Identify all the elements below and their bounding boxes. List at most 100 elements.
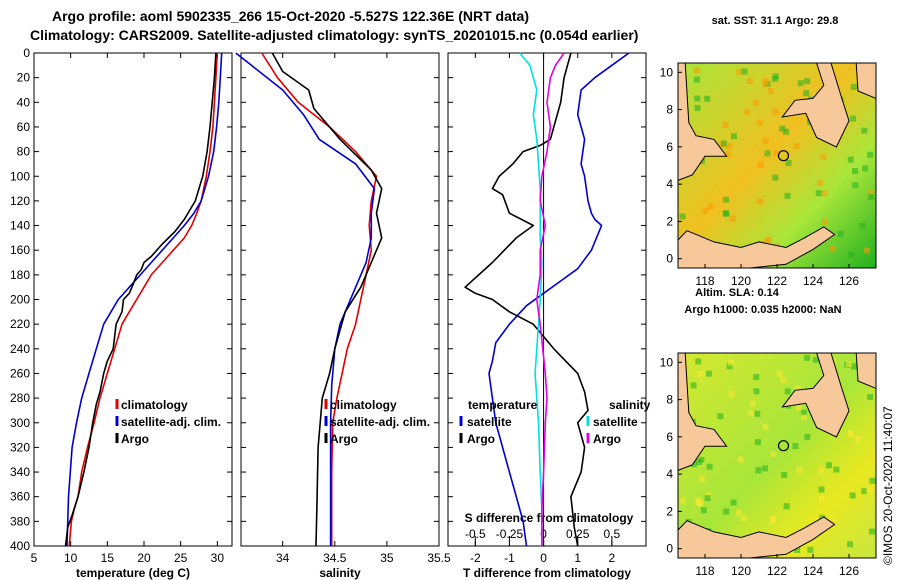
sst-data-cell	[837, 230, 844, 237]
sla-data-cell	[792, 443, 799, 450]
sla-land	[677, 516, 836, 559]
sla-data-cell	[753, 374, 760, 381]
sla-data-cell	[784, 388, 791, 395]
sst-land	[677, 62, 728, 182]
sla-data-cell	[794, 547, 801, 553]
sst-data-cell	[867, 151, 874, 158]
sla-data-cell	[770, 517, 777, 524]
depth-tick-label: 140	[10, 219, 30, 233]
sla-land	[781, 352, 850, 438]
sla-data-cell	[728, 359, 734, 366]
temperature-legend-label: satellite-adj. clim.	[121, 415, 221, 429]
sst-argo-location-marker	[777, 150, 790, 162]
sst-data-cell	[773, 150, 780, 157]
sla-data-cell	[847, 541, 853, 548]
sla-argo-location-marker	[777, 440, 790, 452]
sla-data-cell	[812, 356, 819, 363]
sst-data-cell	[817, 180, 823, 187]
salinity-xtick-label: 34.5	[323, 551, 347, 565]
legend-salinity-label: satellite	[593, 415, 638, 429]
sst-data-cell	[702, 208, 709, 214]
sla-data-cell	[833, 466, 840, 473]
depth-tick-label: 160	[10, 243, 30, 257]
sla-data-cell	[845, 361, 852, 367]
sla-data-cell	[706, 370, 712, 377]
sst-data-cell	[868, 194, 875, 201]
sla-data-cell	[695, 497, 702, 504]
sst-lon-tick-label: 120	[731, 274, 751, 288]
sla-data-cell	[776, 371, 783, 378]
sst-lat-tick-label: 4	[666, 177, 673, 191]
depth-tick-label: 320	[10, 440, 30, 454]
sst-data-cell	[757, 198, 764, 205]
sst-data-cell	[726, 143, 733, 149]
depth-tick-label: 300	[10, 416, 30, 430]
depth-tick-label: 280	[10, 391, 30, 405]
sst-data-cell	[752, 99, 759, 106]
sla-lon-tick-label: 124	[803, 564, 823, 578]
sla-data-cell	[723, 508, 730, 515]
sst-data-cell	[772, 108, 779, 115]
sla-data-cell	[730, 499, 737, 506]
depth-tick-label: 220	[10, 317, 30, 331]
salinity-diff-tick-label: -0.5	[465, 527, 486, 541]
sst-map-panel: 118 120 122 124 126 0 2 4 6 8 10 sat. SST: 31.1 Arg…	[660, 15, 877, 288]
sla-data-cell	[679, 497, 686, 504]
legend-salinity-heading: salinity	[609, 398, 651, 412]
depth-tick-label: 240	[10, 342, 30, 356]
sla-data-cell	[818, 486, 825, 493]
sst-map-title: sat. SST: 31.1 Argo: 29.8	[712, 15, 839, 27]
sla-data-cell	[736, 509, 743, 516]
sla-lat-tick-label: 4	[666, 467, 673, 481]
sla-water-field	[678, 353, 876, 558]
sst-data-cell	[772, 174, 779, 181]
salinity-diff-tick-label: 0	[540, 527, 547, 541]
depth-tick-label: 200	[10, 293, 30, 307]
difference-xlabel: T difference from climatology	[463, 566, 631, 580]
sla-data-cell	[704, 495, 711, 502]
sla-lon-tick-label: 120	[731, 564, 751, 578]
salinity-legend-label: satellite-adj. clim.	[330, 415, 430, 429]
sst-data-cell	[815, 190, 822, 197]
depth-tick-label: 0	[23, 46, 30, 60]
sla-data-cell	[753, 388, 760, 395]
temperature-series-climatology	[68, 52, 219, 547]
temperature-xtick-label: 20	[137, 551, 151, 565]
sst-data-cell	[704, 95, 711, 102]
depth-tick-label: 80	[17, 145, 31, 159]
legend-temperature-heading: temperature	[468, 398, 538, 412]
sla-data-cell	[869, 477, 876, 484]
sst-data-cell	[861, 127, 868, 134]
sla-data-cell	[818, 496, 825, 502]
sst-data-cell	[729, 215, 736, 222]
salinity-plot-frame	[240, 52, 440, 547]
sst-data-cell	[723, 196, 730, 203]
sst-data-cell	[797, 80, 804, 87]
difference-xtick-label: 1	[574, 551, 581, 565]
sla-data-cell	[818, 467, 825, 474]
sst-data-cell	[720, 140, 727, 147]
sst-data-cell	[863, 247, 870, 254]
sla-data-cell	[706, 463, 713, 470]
salinity-diff-axis-label: S difference from climatology	[465, 511, 634, 525]
depth-tick-label: 340	[10, 465, 30, 479]
sla-data-cell	[795, 404, 802, 411]
sst-data-cell	[768, 87, 775, 94]
sst-lon-tick-label: 122	[767, 274, 787, 288]
figure-title-line2: Climatology: CARS2009. Satellite-adjuste…	[30, 27, 638, 43]
sla-data-cell	[698, 475, 705, 482]
salinity-diff-tick-label: 0.25	[566, 527, 590, 541]
sla-map-title-line1: Altim. SLA: 0.14	[695, 287, 780, 299]
temperature-xtick-label: 5	[31, 551, 38, 565]
depth-tick-label: 40	[17, 95, 31, 109]
sst-lon-tick-label: 124	[803, 274, 823, 288]
salinity-diff-tick-label: 0.5	[604, 527, 621, 541]
difference-series-salinity-argo	[535, 52, 565, 546]
sla-data-cell	[866, 487, 873, 494]
sla-lat-tick-label: 2	[666, 504, 673, 518]
sla-data-cell	[804, 433, 811, 440]
temperature-panel: 0 20 40 60 80 100 120 140 160 180 200 220 240 260 280 3…	[10, 46, 233, 580]
sla-land	[677, 352, 728, 472]
salinity-xtick-label: 35.5	[427, 551, 451, 565]
